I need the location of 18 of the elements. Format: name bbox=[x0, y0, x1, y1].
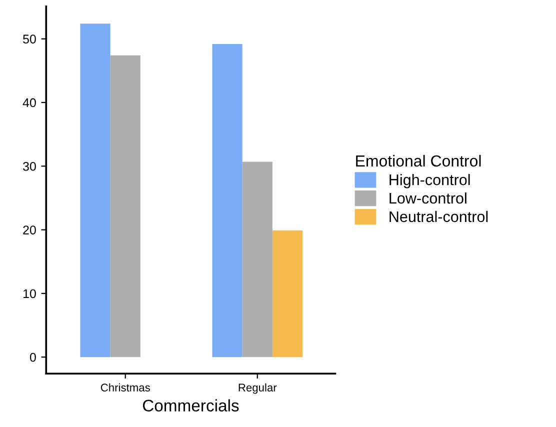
legend-title: Emotional Control bbox=[356, 154, 481, 167]
x-tick-label: Regular bbox=[238, 383, 277, 394]
bar bbox=[272, 230, 303, 358]
x-tick-label: Christmas bbox=[100, 383, 150, 392]
legend-label: Low-control bbox=[390, 192, 466, 204]
y-tick-label: 30 bbox=[23, 162, 36, 171]
bar bbox=[110, 55, 140, 358]
bar bbox=[212, 44, 242, 358]
y-tick-label: 40 bbox=[22, 98, 36, 108]
legend-label: High-control bbox=[390, 174, 470, 188]
y-tick-label: 50 bbox=[23, 34, 36, 44]
legend-label: Neutral-control bbox=[390, 210, 488, 222]
y-tick-label: 0 bbox=[30, 352, 36, 362]
x-axis-title: Commercials bbox=[142, 399, 239, 412]
y-tick-label: 20 bbox=[23, 226, 36, 234]
y-tick-label: 10 bbox=[23, 289, 36, 298]
bar bbox=[80, 24, 110, 358]
bar bbox=[242, 162, 272, 358]
